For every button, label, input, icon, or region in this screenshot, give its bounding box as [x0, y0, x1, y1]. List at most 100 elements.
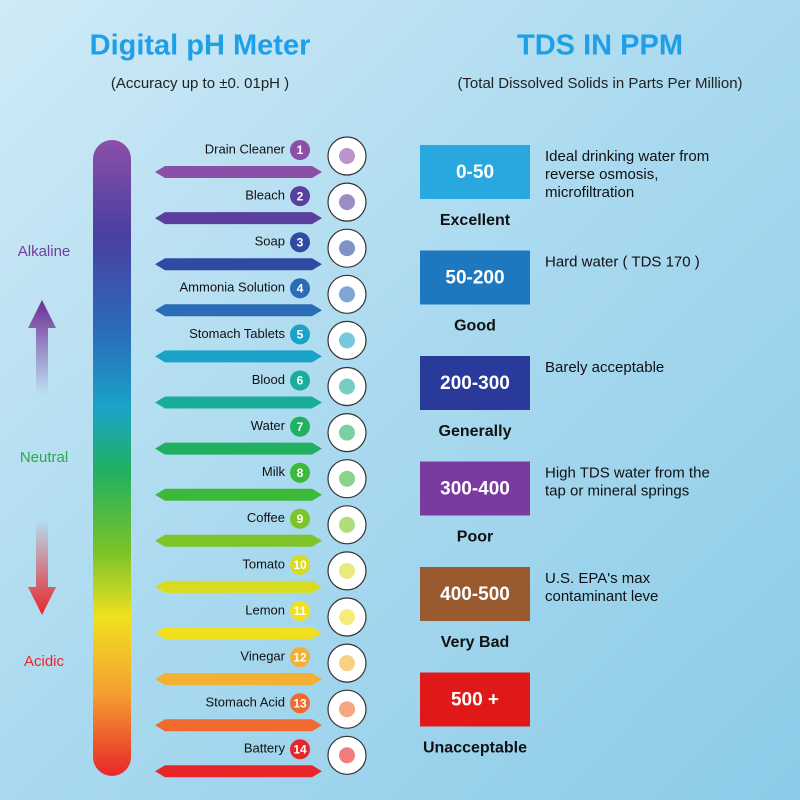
tds-box [420, 145, 530, 199]
tds-rating: Generally [439, 423, 512, 440]
left-title: Digital pH Meter [90, 30, 311, 62]
ph-arrow [155, 580, 322, 593]
item-label: Vinegar [240, 649, 285, 664]
scale-label: Alkaline [18, 243, 71, 260]
ph-arrow [155, 673, 322, 686]
tds-rating: Very Bad [441, 634, 509, 651]
tds-description: U.S. EPA's max [545, 570, 651, 587]
number-badge [290, 508, 310, 529]
number-badge [290, 462, 310, 483]
item-icon-detail [339, 562, 355, 579]
number-badge [290, 647, 310, 668]
ph-arrow [155, 488, 322, 501]
item-number: 9 [297, 512, 304, 526]
item-label: Lemon [245, 602, 285, 617]
ph-arrow [155, 534, 322, 547]
number-badge [290, 186, 310, 207]
item-number: 12 [293, 650, 307, 664]
number-badge [290, 739, 310, 760]
number-badge [290, 416, 310, 437]
left-subtitle: (Accuracy up to ±0. 01pH ) [111, 75, 289, 92]
ph-arrow [155, 719, 322, 732]
item-number: 10 [293, 558, 307, 572]
item-number: 5 [297, 328, 304, 342]
ph-arrow [155, 258, 322, 271]
item-label: Blood [252, 372, 285, 387]
ph-arrow [155, 627, 322, 639]
item-icon-detail [339, 701, 355, 718]
tds-rating: Poor [457, 529, 493, 546]
item-icon-detail [339, 609, 355, 625]
ph-arrow [155, 166, 322, 178]
item-icon-detail [339, 148, 355, 164]
item-label: Ammonia Solution [180, 280, 286, 295]
item-label: Coffee [247, 510, 285, 525]
tds-description: tap or mineral springs [545, 482, 689, 499]
item-number: 4 [297, 281, 304, 295]
scale-label: Acidic [24, 653, 65, 670]
tds-range: 0-50 [456, 162, 494, 183]
right-title: TDS IN PPM [517, 30, 683, 62]
number-badge [290, 278, 310, 299]
item-icon-detail [339, 655, 355, 672]
item-number: 13 [293, 696, 307, 710]
tds-description: Ideal drinking water from [545, 148, 709, 165]
item-icon-detail [339, 240, 355, 257]
tds-range: 200-300 [440, 373, 510, 394]
number-badge [290, 324, 310, 345]
number-badge [290, 370, 310, 391]
item-label: Milk [262, 464, 286, 479]
item-number: 6 [297, 374, 304, 388]
item-number: 1 [297, 143, 304, 157]
item-number: 3 [297, 235, 304, 249]
item-icon-detail [339, 332, 355, 349]
tds-description: Barely acceptable [545, 359, 664, 376]
item-icon-detail [339, 516, 355, 533]
ph-arrow [155, 396, 322, 409]
right-subtitle: (Total Dissolved Solids in Parts Per Mil… [457, 75, 742, 92]
tds-range: 50-200 [445, 268, 504, 289]
tds-description: reverse osmosis, [545, 166, 658, 183]
item-icon-detail [339, 286, 355, 303]
down-arrow [28, 520, 56, 615]
number-badge [290, 554, 310, 575]
ph-bar [93, 140, 131, 776]
tds-rating: Good [454, 318, 496, 335]
ph-arrow [155, 442, 322, 455]
number-badge [290, 140, 310, 160]
ph-arrow [155, 350, 322, 363]
ph-arrow [155, 765, 322, 778]
item-label: Stomach Tablets [189, 326, 285, 341]
ph-arrow [155, 304, 322, 317]
tds-description: Hard water ( TDS 170 ) [545, 253, 700, 270]
item-label: Battery [244, 741, 286, 756]
item-number: 7 [297, 420, 304, 434]
item-icon-detail [339, 470, 355, 487]
number-badge [290, 232, 310, 253]
item-number: 11 [294, 604, 307, 618]
tds-description: contaminant leve [545, 588, 658, 605]
number-badge [290, 601, 310, 621]
item-icon-detail [339, 747, 355, 764]
item-label: Bleach [245, 188, 285, 203]
item-number: 2 [297, 189, 304, 203]
item-label: Stomach Acid [206, 695, 286, 710]
item-icon-detail [339, 378, 355, 395]
tds-description: microfiltration [545, 184, 634, 201]
tds-rating: Excellent [440, 212, 511, 229]
tds-range: 300-400 [440, 479, 510, 500]
item-icon-detail [339, 194, 355, 211]
number-badge [290, 693, 310, 714]
item-label: Drain Cleaner [205, 141, 286, 156]
item-number: 8 [297, 466, 304, 480]
tds-range: 400-500 [440, 584, 510, 605]
item-label: Soap [255, 234, 285, 249]
tds-box [420, 250, 530, 305]
item-icon-detail [339, 424, 355, 441]
tds-range: 500 + [451, 690, 499, 711]
tds-box [420, 672, 530, 727]
up-arrow [28, 300, 56, 395]
tds-rating: Unacceptable [423, 740, 527, 757]
